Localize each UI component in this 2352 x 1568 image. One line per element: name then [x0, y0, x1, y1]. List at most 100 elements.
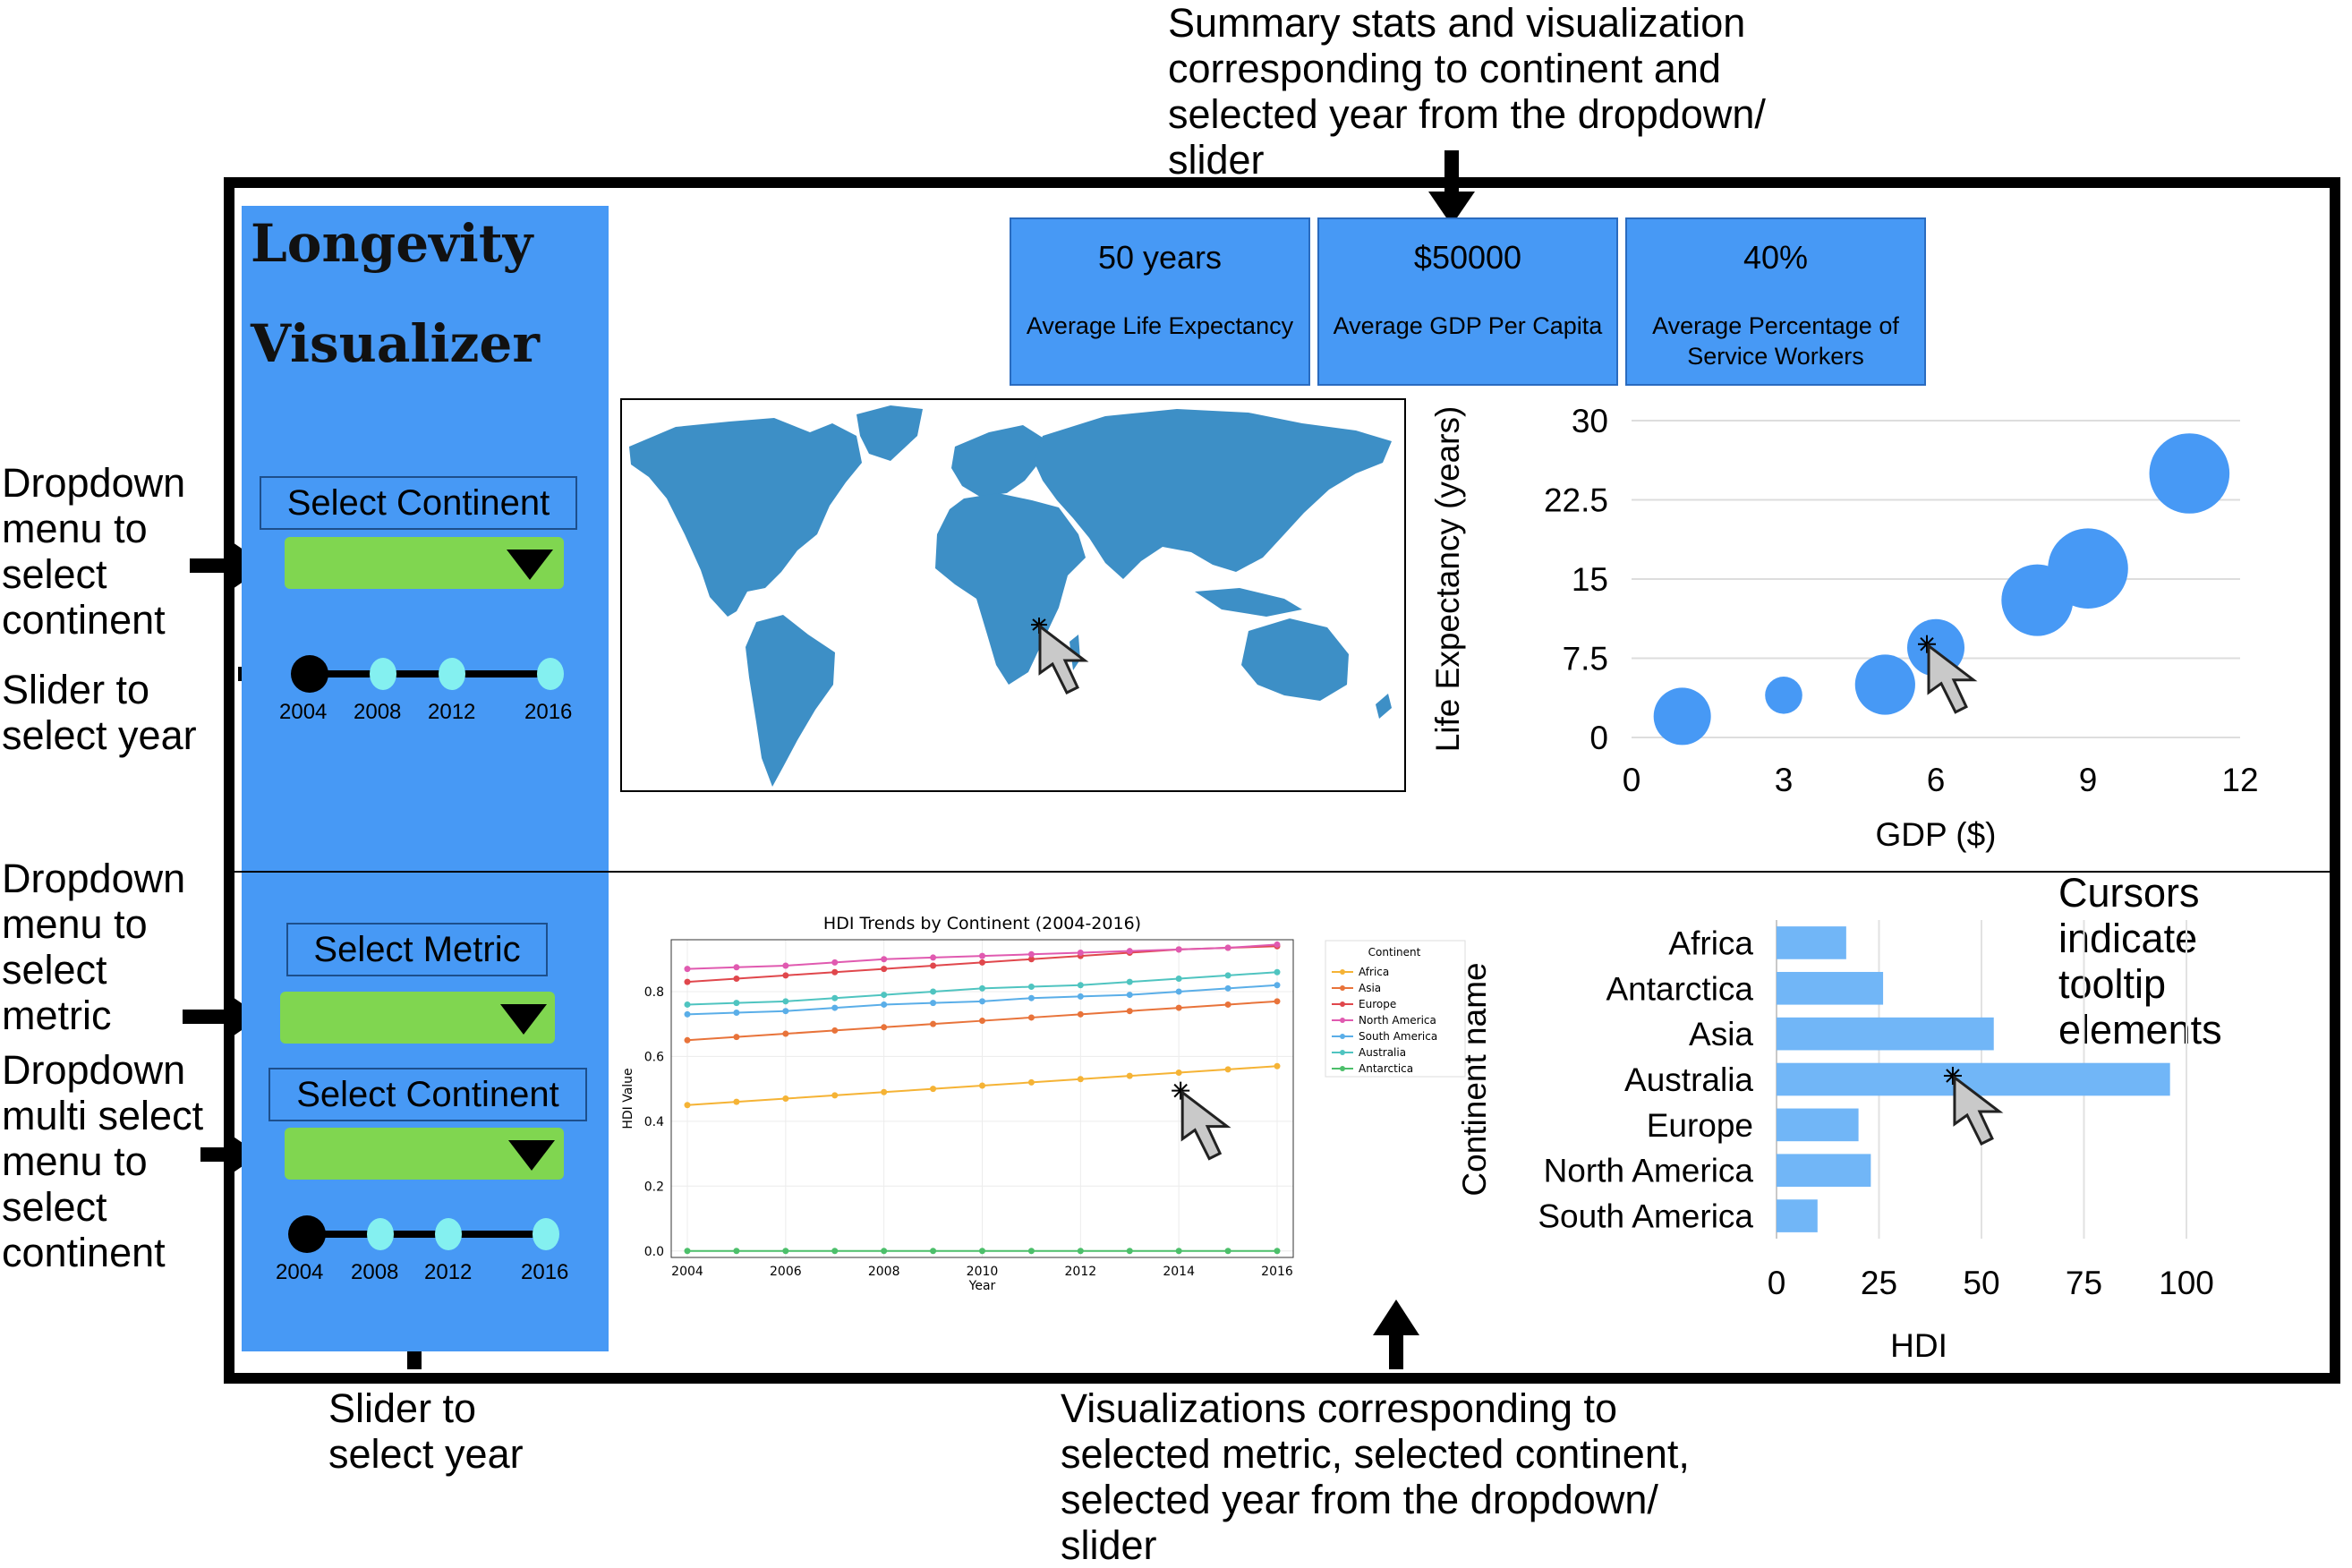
app-title-line2: Visualizer — [251, 313, 540, 374]
year-slider-handle[interactable] — [291, 655, 328, 693]
annotation-line: select year — [2, 712, 197, 758]
annotation-cursors: Cursors indicate tooltip elements — [2058, 870, 2222, 1052]
card-label: Average Percentage of Service Workers — [1652, 312, 1899, 370]
annotation-line: metric — [2, 993, 112, 1038]
series-point — [1175, 946, 1182, 953]
series-point — [684, 1102, 691, 1109]
legend-title: Continent — [1368, 946, 1421, 959]
dashboard-frame — [224, 177, 2340, 1384]
series-point — [1126, 948, 1133, 955]
map-africa — [935, 493, 1086, 685]
series-point — [1027, 956, 1035, 963]
annotation-line: selected year from the dropdown/ — [1061, 1477, 1658, 1522]
series-point — [831, 1027, 839, 1034]
world-map[interactable] — [620, 398, 1406, 792]
continent-multiselect-dropdown[interactable] — [285, 1128, 564, 1180]
series-point — [930, 954, 937, 961]
series-point — [930, 1020, 937, 1027]
cursor-cross — [1173, 1083, 1188, 1098]
card-gdp: $50000 Average GDP Per Capita — [1317, 217, 1618, 386]
x-tick-label: 6 — [1927, 762, 1946, 798]
series-point — [881, 1001, 888, 1008]
category-label: North America — [1544, 1153, 1754, 1189]
legend-marker — [1340, 1034, 1345, 1039]
y-axis-title-group: HDI Value — [621, 1068, 635, 1129]
legend-marker — [1340, 1001, 1345, 1007]
annotation-line: Slider to — [328, 1385, 477, 1431]
legend-marker — [1340, 1050, 1345, 1055]
series-point — [1126, 1248, 1133, 1255]
series-point — [684, 1248, 691, 1255]
scatter-bubble — [2048, 528, 2128, 609]
year-slider-handle-2[interactable] — [288, 1215, 326, 1253]
series-point — [831, 994, 839, 1001]
y-tick-label: 0 — [1589, 720, 1608, 756]
bar — [1777, 1108, 1859, 1142]
year-slider-stop[interactable] — [370, 658, 396, 690]
legend-label: Asia — [1359, 982, 1381, 994]
year-slider-track[interactable] — [311, 670, 551, 677]
card-label: Average Life Expectancy — [1026, 312, 1294, 339]
series-point — [684, 1001, 691, 1008]
series-point — [979, 1018, 985, 1025]
year-slider-stop[interactable] — [367, 1218, 394, 1250]
series-point — [1027, 1078, 1035, 1086]
x-tick-label: 2008 — [868, 1265, 900, 1279]
series-point — [1077, 982, 1084, 989]
year-slider-stop[interactable] — [537, 658, 564, 690]
series-point — [684, 1010, 691, 1018]
series-point — [1175, 975, 1182, 982]
gdp-life-scatter[interactable]: 0 7.5 15 22.5 30 0 3 6 9 12 GDP ($) Life Expectancy… — [1423, 394, 2327, 868]
annotation-line: Slider to — [2, 667, 150, 712]
series-point — [1224, 944, 1231, 951]
arrow-down-icon — [1428, 192, 1475, 226]
x-axis-title: HDI — [1890, 1327, 1947, 1364]
app-title-line1: Longevity — [251, 213, 533, 274]
x-tick-label: 12 — [2221, 762, 2258, 798]
legend-label: North America — [1359, 1014, 1436, 1027]
annotation-summary: Summary stats and visualization correspo… — [1168, 0, 1766, 183]
series-point — [1027, 1248, 1035, 1255]
card-service-workers: 40% Average Percentage of Service Worker… — [1625, 217, 1926, 386]
annotation-line: select year — [328, 1431, 524, 1477]
slider-tick-label: 2016 — [521, 1260, 569, 1284]
x-axis-title: GDP ($) — [1875, 816, 1996, 853]
year-slider-stop[interactable] — [439, 658, 465, 690]
category-label: South America — [1538, 1198, 1753, 1235]
bar — [1777, 1199, 1818, 1232]
map-north-america — [629, 418, 862, 617]
legend-label: Australia — [1359, 1046, 1406, 1059]
year-slider-stop[interactable] — [533, 1218, 559, 1250]
select-metric-label: Select Metric — [286, 923, 548, 976]
series-point — [881, 956, 888, 963]
year-slider-stop[interactable] — [435, 1218, 462, 1250]
annotation-line: selected year from the dropdown/ — [1168, 91, 1766, 137]
sidebar — [242, 206, 609, 1351]
select-continent-label: Select Continent — [260, 476, 577, 530]
map-australia — [1241, 618, 1349, 701]
x-tick-label: 2006 — [770, 1265, 802, 1279]
x-tick-label: 2012 — [1065, 1265, 1097, 1279]
annotation-line: menu to — [2, 506, 148, 551]
bar — [1777, 926, 1846, 959]
y-tick-label: 15 — [1572, 561, 1608, 598]
series-point — [782, 1008, 789, 1015]
cursor-icon — [1172, 1081, 1231, 1161]
series-point — [733, 1010, 740, 1017]
metric-dropdown[interactable] — [280, 992, 555, 1044]
x-tick-label: 2010 — [967, 1265, 999, 1279]
slider-tick-label: 2004 — [279, 700, 328, 724]
annotation-dropdown-continent: Dropdown menu to select continent — [2, 460, 185, 643]
series-point — [831, 1248, 839, 1255]
series-point — [979, 984, 985, 992]
continent-dropdown[interactable] — [285, 537, 564, 589]
select-continent-multi-label: Select Continent — [268, 1068, 587, 1121]
series-point — [1077, 1248, 1084, 1255]
series-point — [1175, 988, 1182, 995]
y-tick-label: 7.5 — [1563, 641, 1608, 677]
year-slider-track-2[interactable] — [309, 1231, 549, 1238]
hdi-bar-chart[interactable]: 0 25 50 75 100 Africa Antarctica Asia Australia E… — [1432, 904, 2220, 1378]
hdi-line-chart[interactable]: HDI Trends by Continent (2004-2016) 0.0 0.… — [618, 904, 1334, 1298]
y-tick-label: 0.0 — [644, 1245, 664, 1259]
annotation-line: menu to — [2, 1138, 148, 1184]
